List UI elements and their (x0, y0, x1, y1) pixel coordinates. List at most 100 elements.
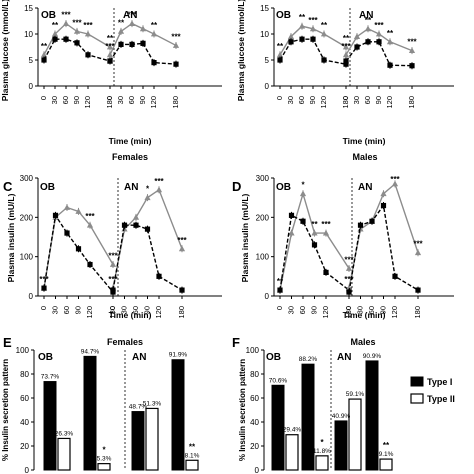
data-point-triangle (299, 190, 307, 197)
data-point-square (343, 58, 349, 64)
series-line-dashed (279, 38, 347, 65)
y-tick-label: 200 (256, 213, 270, 222)
bar-type1 (171, 359, 185, 471)
legend-swatch-type2 (410, 393, 424, 404)
series-line-dashed (348, 203, 419, 293)
x-tick-label: 30 (120, 306, 129, 314)
data-point-square (41, 285, 47, 291)
x-tick-label: 30 (352, 96, 361, 104)
panel-letter: F (232, 335, 240, 350)
group-label-an: AN (359, 10, 373, 21)
x-tick-label: 0 (108, 306, 117, 310)
y-tick-label: 100 (246, 346, 260, 355)
group-label-an: AN (358, 182, 372, 193)
data-point-triangle (117, 28, 125, 34)
data-point-triangle (345, 284, 353, 291)
data-point-triangle (128, 20, 136, 26)
data-point-triangle (276, 51, 284, 58)
y-tick-label: 40 (20, 418, 29, 427)
x-tick-label: 0 (275, 306, 284, 310)
significance-mark: ** (277, 277, 284, 286)
data-point-square (288, 212, 295, 218)
x-tick-label: 90 (308, 96, 317, 104)
y-tick-label: 0 (25, 466, 30, 474)
y-tick-label: 0 (29, 292, 34, 301)
bar-value-label: 94.7% (81, 348, 100, 355)
series-line-dashed (43, 38, 111, 62)
y-tick-label: 15 (260, 4, 269, 13)
x-tick-label: 60 (363, 96, 372, 104)
data-point-triangle (288, 229, 295, 236)
y-tick-label: 60 (250, 394, 259, 403)
data-point-triangle (380, 190, 387, 197)
significance-mark: *** (127, 11, 137, 20)
data-point-square (277, 57, 283, 63)
data-point-square (64, 230, 70, 236)
significance-mark: * (320, 438, 324, 447)
x-tick-label: 120 (85, 306, 94, 319)
x-tick-label: 180 (105, 96, 114, 109)
data-point-triangle (109, 261, 117, 267)
bar-value-label: 59.1% (346, 391, 365, 398)
bar-type1 (334, 420, 348, 471)
bar-value-label: 48.7% (129, 404, 148, 411)
x-tick-label: 60 (298, 306, 307, 314)
significance-mark: *** (108, 252, 118, 261)
bar-type2 (185, 459, 199, 471)
data-point-triangle (84, 30, 92, 37)
y-tick-label: 0 (29, 82, 34, 91)
group-label-an: AN (124, 182, 138, 193)
x-tick-label: 180 (108, 306, 117, 319)
significance-mark: ** (52, 21, 59, 30)
y-tick-label: 10 (260, 30, 269, 39)
significance-mark: * (301, 181, 305, 190)
data-point-triangle (322, 229, 330, 236)
data-point-triangle (139, 25, 147, 32)
data-point-square (387, 62, 393, 68)
data-point-triangle (320, 30, 328, 37)
data-point-triangle (132, 214, 140, 220)
x-tick-label: 60 (62, 306, 71, 314)
data-point-square (409, 63, 415, 69)
x-tick-label: 90 (310, 306, 319, 314)
x-tick-label: 0 (39, 306, 48, 310)
significance-mark: *** (154, 177, 164, 186)
data-point-triangle (345, 265, 353, 271)
y-axis-label: Plasma insulin (mU/L) (6, 193, 16, 282)
data-point-square (41, 57, 47, 63)
data-point-square (173, 61, 179, 67)
data-point-triangle (287, 33, 295, 39)
series-line-dashed (43, 213, 114, 293)
bar-value-label: 73.7% (41, 374, 60, 381)
data-point-triangle (40, 51, 48, 58)
data-point-square (129, 41, 135, 47)
x-tick-label: 30 (50, 96, 59, 104)
significance-mark: *** (321, 220, 331, 229)
bar-value-label: 88.2% (299, 356, 318, 363)
data-point-triangle (144, 194, 151, 201)
x-tick-label: 180 (341, 96, 350, 109)
bar-value-label: 11.8% (313, 448, 331, 455)
x-tick-label: 180 (413, 306, 422, 319)
bar-value-label: 70.6% (269, 377, 288, 384)
x-tick-label: 60 (131, 306, 140, 314)
bar-type1 (271, 384, 285, 471)
bar-value-label: 8.1% (185, 452, 200, 459)
data-point-square (415, 287, 421, 293)
significance-mark: *** (171, 32, 181, 41)
x-tick-label: 90 (138, 96, 147, 104)
bar-value-label: 9.1% (379, 451, 394, 458)
data-point-triangle (364, 25, 372, 32)
data-point-square (63, 36, 69, 42)
data-point-triangle (311, 229, 318, 236)
bar-value-label: 5.3% (97, 456, 112, 463)
data-point-triangle (391, 180, 399, 187)
data-point-square (133, 222, 139, 228)
significance-mark: *** (413, 240, 423, 249)
significance-mark: ** (343, 34, 350, 43)
data-point-triangle (386, 38, 394, 45)
significance-mark: ** (41, 42, 48, 51)
